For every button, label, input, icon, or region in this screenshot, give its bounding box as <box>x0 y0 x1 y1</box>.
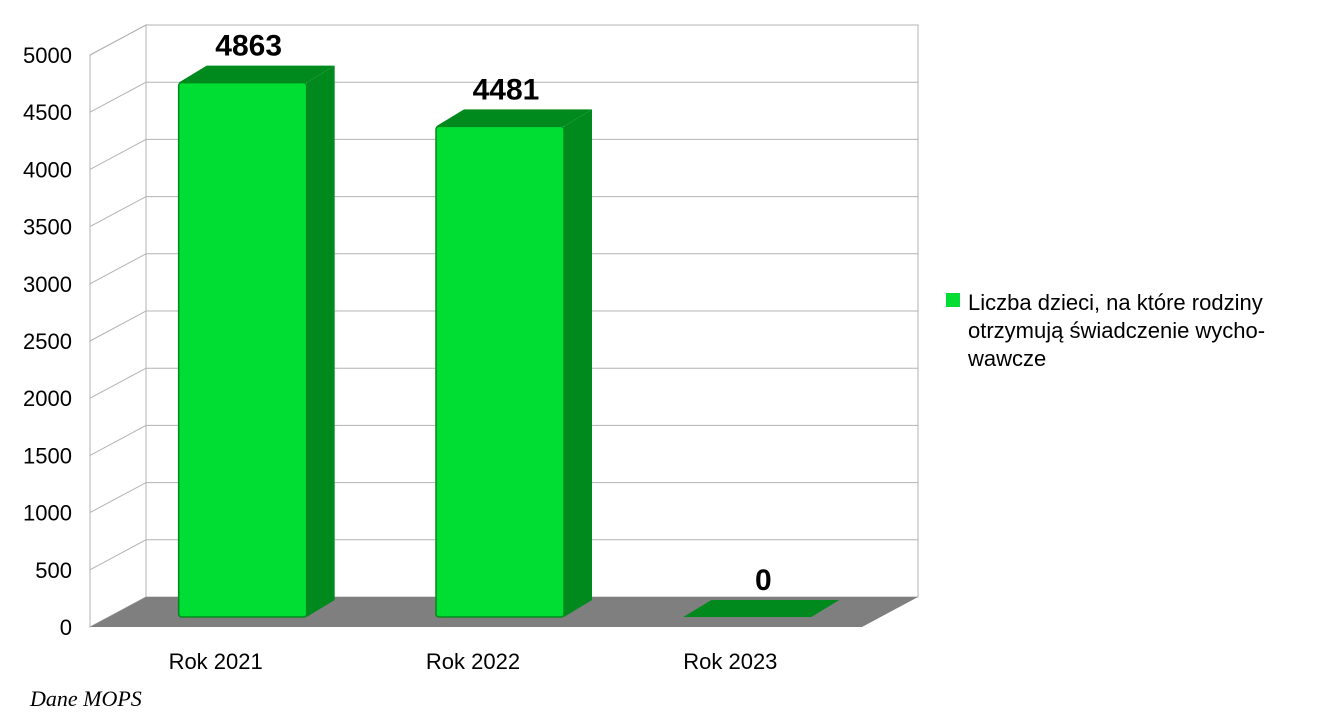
gridline <box>89 539 918 571</box>
bar-chart: 0 500 1000 1500 2000 2500 3000 3500 4000 4500 5000… <box>23 24 919 674</box>
bar <box>435 109 592 618</box>
data-label: 4481 <box>473 73 540 106</box>
data-labels: 4863 4481 0 <box>215 30 771 597</box>
y-axis-ticks: 0 500 1000 1500 2000 2500 3000 3500 4000 4500 5000 <box>23 43 72 640</box>
x-tick-label: Rok 2023 <box>683 649 777 674</box>
legend: Liczba dzieci, na które rodziny otrzymuj… <box>946 289 1326 373</box>
bars-layer <box>177 65 840 618</box>
legend-line-1: Liczba dzieci, na które rodziny <box>968 290 1263 315</box>
y-tick-label: 4000 <box>23 157 72 182</box>
bar-top <box>683 600 840 617</box>
gridline <box>89 81 918 113</box>
legend-line-2: otrzymują świadczenie wycho- <box>968 318 1266 343</box>
bar-top <box>436 109 592 127</box>
y-tick-label: 3500 <box>23 215 72 240</box>
y-tick-label: 4500 <box>23 100 72 125</box>
y-tick-label: 5000 <box>23 43 72 68</box>
gridline <box>89 367 918 399</box>
y-tick-label: 2000 <box>23 386 72 411</box>
gridline <box>89 253 918 285</box>
y-tick-label: 1000 <box>23 501 72 526</box>
y-tick-label: 1500 <box>23 443 72 468</box>
y-tick-label: 3000 <box>23 272 72 297</box>
legend-entry: Liczba dzieci, na które rodziny otrzymuj… <box>968 289 1326 373</box>
source-note: Dane MOPS <box>30 686 142 711</box>
gridline <box>89 424 918 456</box>
gridline <box>89 482 918 514</box>
x-tick-label: Rok 2022 <box>426 649 520 674</box>
bar <box>683 600 840 617</box>
data-label: 4863 <box>215 30 282 63</box>
bar-side <box>306 65 335 618</box>
bar-front <box>177 81 308 618</box>
gridline <box>89 138 918 170</box>
x-axis-ticks: Rok 2021 Rok 2022 Rok 2023 <box>169 649 778 674</box>
bar-side <box>564 109 592 617</box>
data-label: 0 <box>755 564 772 597</box>
gridline <box>89 196 918 228</box>
y-tick-label: 500 <box>35 558 72 583</box>
legend-line-3: wawcze <box>968 346 1047 371</box>
gridline <box>89 24 918 56</box>
bar <box>177 65 335 618</box>
x-tick-label: Rok 2021 <box>169 649 263 674</box>
bar-top <box>178 65 335 83</box>
y-tick-label: 2500 <box>23 329 72 354</box>
legend-swatch <box>946 293 960 307</box>
y-tick-label: 0 <box>60 615 72 640</box>
gridline <box>89 310 918 342</box>
bar-front <box>435 125 565 618</box>
